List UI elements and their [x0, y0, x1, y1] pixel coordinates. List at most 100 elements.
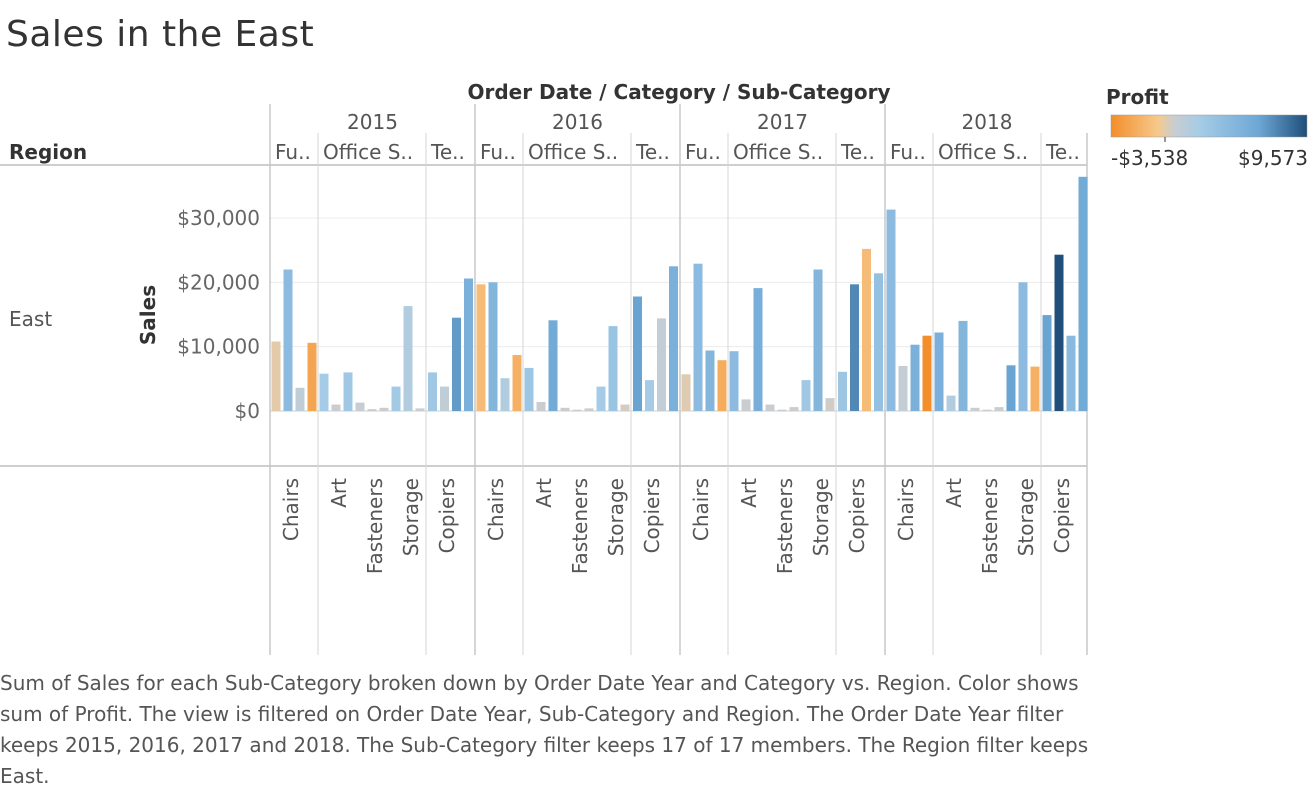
bar	[669, 266, 678, 412]
bar	[862, 248, 871, 411]
bar	[560, 407, 570, 411]
subcategory-label: Copiers	[1050, 478, 1074, 553]
bar	[741, 399, 751, 411]
legend-min-label: -$3,538	[1111, 146, 1188, 170]
subcategory-label: Art	[327, 478, 351, 508]
subcategory-label: Storage	[604, 478, 628, 556]
region-label: East	[9, 307, 52, 331]
bar	[922, 335, 932, 411]
bar	[693, 263, 703, 411]
bar	[271, 341, 281, 411]
y-tick-label: $30,000	[177, 206, 260, 230]
subcategory-label: Chairs	[894, 478, 918, 541]
year-label: 2015	[347, 110, 398, 134]
bar	[753, 288, 763, 411]
subcategory-label: Fasteners	[363, 478, 387, 574]
bar	[910, 344, 920, 411]
row-header: Region	[9, 140, 87, 164]
bar	[403, 306, 413, 411]
bar	[898, 366, 908, 411]
category-label: Office S..	[528, 140, 618, 164]
year-label: 2017	[757, 110, 808, 134]
header-label: Order Date / Category / Sub-Category	[467, 80, 890, 104]
bar	[982, 409, 992, 412]
bar	[1030, 366, 1040, 411]
subcategory-label: Chairs	[279, 478, 303, 541]
profit-legend-gradient	[1110, 114, 1308, 138]
bar	[355, 402, 365, 411]
bar	[464, 278, 473, 411]
category-label: Office S..	[323, 140, 413, 164]
bar	[1042, 315, 1052, 411]
bar	[548, 320, 558, 411]
category-label: Te..	[840, 140, 875, 164]
bar	[681, 374, 691, 411]
y-tick-label: $0	[235, 399, 260, 423]
subcategory-label: Storage	[809, 478, 833, 556]
bar	[1018, 282, 1028, 411]
category-label: Fu..	[685, 140, 721, 164]
subcategory-label: Art	[942, 478, 966, 508]
bar	[391, 386, 401, 411]
bar	[319, 373, 329, 411]
subcategory-label: Storage	[399, 478, 423, 556]
bar	[765, 404, 775, 411]
subcategory-label: Copiers	[640, 478, 664, 553]
bar	[789, 407, 799, 411]
legend-title: Profit	[1106, 85, 1169, 109]
bar	[729, 351, 739, 411]
bar	[1066, 335, 1076, 411]
bar	[584, 408, 594, 411]
subcategory-label: Fasteners	[978, 478, 1002, 574]
category-label: Fu..	[890, 140, 926, 164]
bar	[367, 409, 377, 411]
bar	[645, 380, 654, 411]
category-label: Fu..	[275, 140, 311, 164]
bar	[946, 395, 956, 411]
bar	[958, 320, 968, 411]
bar	[536, 402, 546, 411]
bar	[415, 408, 425, 411]
category-label: Te..	[430, 140, 465, 164]
bar	[596, 386, 606, 411]
bar	[705, 350, 715, 411]
page-title: Sales in the East	[6, 14, 315, 55]
bar	[801, 380, 811, 411]
year-label: 2016	[552, 110, 603, 134]
bar	[440, 386, 449, 411]
bar	[428, 372, 437, 411]
category-label: Fu..	[480, 140, 516, 164]
bar	[343, 372, 353, 411]
bar	[1078, 176, 1088, 411]
y-tick-label: $10,000	[177, 335, 260, 359]
bar	[838, 371, 847, 411]
bar	[777, 409, 787, 412]
bar	[476, 284, 486, 411]
subcategory-label: Fasteners	[773, 478, 797, 574]
category-label: Office S..	[938, 140, 1028, 164]
subcategory-label: Art	[737, 478, 761, 508]
sales-chart: Order Date / Category / Sub-Category Reg…	[0, 80, 1308, 655]
bar	[620, 404, 630, 411]
subcategory-label: Chairs	[689, 478, 713, 541]
subcategory-label: Storage	[1014, 478, 1038, 556]
bar	[825, 398, 835, 411]
bar	[379, 407, 389, 411]
subcategory-label: Copiers	[845, 478, 869, 553]
bar	[813, 269, 823, 411]
bar	[331, 404, 341, 411]
year-label: 2018	[962, 110, 1013, 134]
category-label: Te..	[1045, 140, 1080, 164]
subcategory-label: Chairs	[484, 478, 508, 541]
bar	[633, 296, 642, 411]
bar	[572, 409, 582, 412]
bar	[717, 360, 727, 411]
bar	[295, 387, 305, 411]
subcategory-label: Copiers	[435, 478, 459, 553]
bar	[488, 282, 498, 411]
subcategory-label: Fasteners	[568, 478, 592, 574]
category-label: Te..	[635, 140, 670, 164]
y-tick-label: $20,000	[177, 270, 260, 294]
bar	[1054, 254, 1064, 411]
bar	[970, 407, 980, 411]
